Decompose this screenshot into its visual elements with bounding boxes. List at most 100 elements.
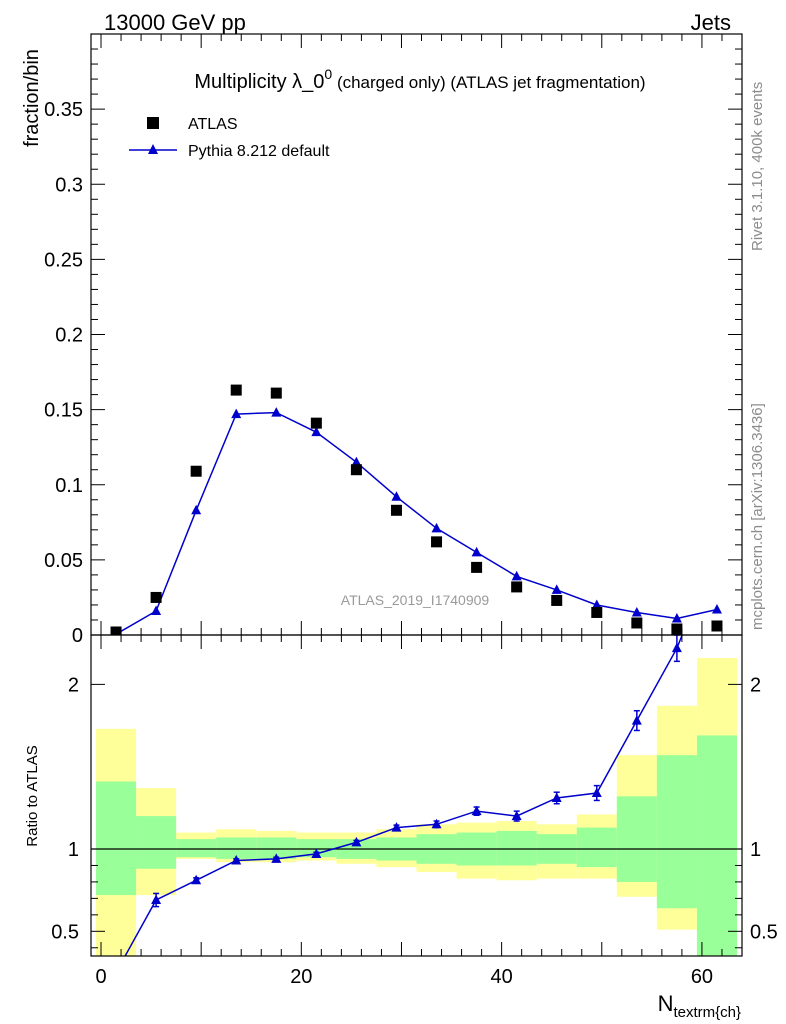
pythia-marker (431, 522, 442, 533)
main-y-axis: 0 0.05 0.1 0.15 0.2 0.25 0.3 0.35 (44, 33, 743, 647)
atlas-marker (471, 561, 483, 573)
ratio-y-tick-label-right: 1 (750, 839, 761, 861)
uncertainty-band-green (136, 816, 177, 869)
x-tick-label: 0 (95, 966, 106, 988)
atlas-marker (511, 581, 523, 593)
ratio-marker (551, 792, 562, 802)
ratio-marker (271, 853, 282, 863)
uncertainty-band-green (216, 837, 257, 859)
ratio-marker (712, 542, 722, 552)
chart-title: Multiplicity λ_00 (charged only) (ATLAS … (194, 66, 645, 93)
y-tick-label: 0.05 (44, 550, 83, 572)
pythia-line (115, 411, 718, 635)
y-tick-label: 0.2 (55, 325, 83, 347)
pythia-marker (471, 546, 482, 557)
pythia-marker (391, 491, 402, 501)
ratio-marker (351, 836, 362, 847)
pythia-marker (671, 612, 682, 623)
ratio-marker (191, 874, 202, 885)
analysis-label: ATLAS_2019_I1740909 (341, 592, 490, 608)
category-label: Jets (691, 10, 731, 35)
ratio-marker (511, 810, 522, 821)
pythia-marker (231, 408, 242, 419)
y-tick-label: 0.1 (55, 475, 83, 497)
atlas-marker (591, 606, 603, 618)
main-plot-area (110, 384, 723, 635)
rivet-version-label: Rivet 3.1.10, 400k events (749, 82, 766, 251)
uncertainty-band-green (696, 735, 737, 956)
y-tick-label: 0.3 (55, 174, 83, 196)
atlas-marker (551, 594, 563, 606)
main-y-axis-label: fraction/bin (21, 49, 43, 147)
energy-label: 13000 GeV pp (104, 10, 246, 35)
atlas-marker (150, 591, 162, 603)
legend: ATLAS Pythia 8.212 default (129, 116, 330, 160)
uncertainty-band-green (656, 755, 697, 909)
uncertainty-band-green (576, 827, 617, 868)
atlas-marker (671, 623, 683, 635)
ratio-panel: 0.5 0.51 12 20 20 40 60 Ratio to ATLAS Ntextrm… (24, 542, 778, 1021)
legend-label-pythia: Pythia 8.212 default (188, 143, 330, 160)
ratio-marker (591, 787, 602, 798)
ratio-marker (111, 967, 121, 977)
ratio-y-tick-label-left: 0.5 (51, 921, 79, 943)
ratio-marker (311, 848, 322, 858)
uncertainty-band-green (256, 837, 297, 859)
source-label: mcplots.cern.ch [arXiv:1306.3436] (749, 403, 766, 630)
pythia-marker (191, 504, 202, 515)
title-rest: (charged only) (ATLAS jet fragmentation) (332, 73, 645, 92)
pythia-marker (591, 599, 602, 609)
pythia-marker (631, 606, 642, 617)
ratio-marker (151, 894, 162, 905)
ratio-y-tick-label-right: 2 (750, 674, 761, 696)
x-tick-label: 40 (491, 966, 513, 988)
pythia-marker (551, 584, 562, 594)
y-tick-label: 0 (72, 625, 83, 647)
ratio-axes: 0.5 0.51 12 20 20 40 60 (51, 635, 778, 988)
main-panel: 0 0.05 0.1 0.15 0.2 0.25 0.3 0.35 Multiplicity … (21, 33, 743, 647)
x-tick-label: 20 (290, 966, 312, 988)
atlas-marker (350, 464, 362, 476)
pythia-marker (351, 456, 362, 467)
title-main: Multiplicity λ_0 (194, 71, 324, 93)
atlas-marker (711, 620, 723, 632)
ratio-marker (671, 642, 682, 653)
y-tick-label: 0.35 (44, 99, 83, 121)
uncertainty-band-green (616, 796, 657, 882)
x-axis-label-sub: textrm{ch} (673, 1004, 741, 1021)
atlas-marker (110, 626, 122, 635)
x-tick-label: 60 (691, 966, 713, 988)
ratio-y-tick-label-right: 0.5 (750, 921, 778, 943)
pythia-marker (151, 605, 162, 615)
pythia-marker (271, 407, 282, 417)
atlas-marker (270, 387, 282, 399)
uncertainty-band-green (296, 839, 337, 858)
ratio-y-tick-label-left: 1 (68, 839, 79, 861)
y-tick-label: 0.15 (44, 400, 83, 422)
atlas-marker (390, 504, 402, 516)
legend-marker-atlas (147, 117, 159, 129)
uncertainty-band-green (176, 839, 217, 858)
ratio-marker (231, 855, 242, 865)
x-axis-label: Ntextrm{ch} (658, 991, 741, 1021)
uncertainty-band-green (96, 781, 137, 896)
ratio-frame (90, 634, 743, 957)
atlas-marker (631, 617, 643, 629)
pythia-marker (311, 426, 322, 437)
ratio-y-axis-label: Ratio to ATLAS (24, 745, 41, 846)
ratio-y-tick-label-left: 2 (68, 674, 79, 696)
ratio-marker (471, 805, 482, 816)
ratio-marker (631, 715, 642, 725)
legend-marker-pythia (148, 144, 158, 154)
legend-label-atlas: ATLAS (188, 116, 238, 133)
atlas-marker (310, 417, 322, 429)
atlas-marker (190, 465, 202, 477)
uncertainty-band-green (496, 830, 537, 866)
ratio-marker (391, 822, 402, 832)
title-superscript: 0 (324, 66, 332, 82)
pythia-marker (511, 570, 522, 581)
x-axis-label-main: N (658, 991, 674, 1016)
ratio-marker (431, 818, 442, 829)
ratio-plot-area (91, 542, 742, 977)
